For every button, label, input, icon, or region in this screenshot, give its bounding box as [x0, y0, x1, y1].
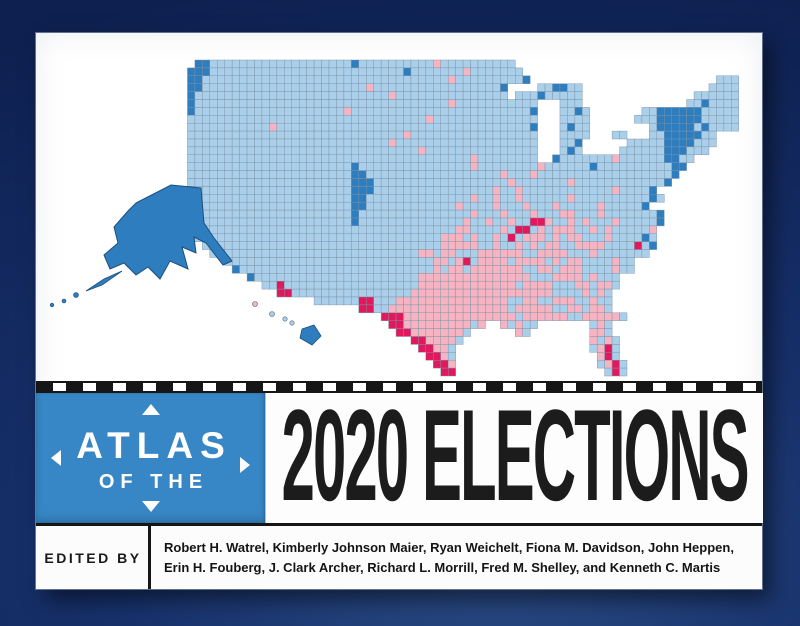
editors-line-2: Erin H. Fouberg, J. Clark Archer, Richar… [164, 559, 721, 575]
atlas-badge: ATLAS OF THE [36, 393, 265, 523]
dashed-divider [36, 381, 762, 393]
triangle-up-icon [141, 404, 160, 415]
us-county-election-map [49, 59, 739, 377]
cover-panel: ATLAS OF THE 2020 ELECTIONS EDITED BY Ro… [36, 33, 763, 589]
triangle-right-icon [240, 456, 250, 473]
vertical-divider [148, 526, 151, 589]
edited-by-cell: EDITED BY [36, 526, 148, 589]
triangle-left-icon [51, 450, 61, 466]
main-title: 2020 ELECTIONS [281, 393, 749, 523]
badge-word: ATLAS [76, 424, 232, 466]
editors-line-1: Robert H. Watrel, Kimberly Johnson Maier… [164, 539, 734, 555]
edited-by-label: EDITED BY [44, 549, 142, 566]
editors-row: EDITED BY Robert H. Watrel, Kimberly Joh… [36, 526, 762, 589]
title-underline [36, 523, 762, 526]
editors-names: Robert H. Watrel, Kimberly Johnson Maier… [151, 526, 762, 589]
badge-sub: OF THE [98, 470, 209, 493]
title-block: 2020 ELECTIONS [265, 393, 763, 523]
triangle-down-icon [141, 501, 160, 512]
